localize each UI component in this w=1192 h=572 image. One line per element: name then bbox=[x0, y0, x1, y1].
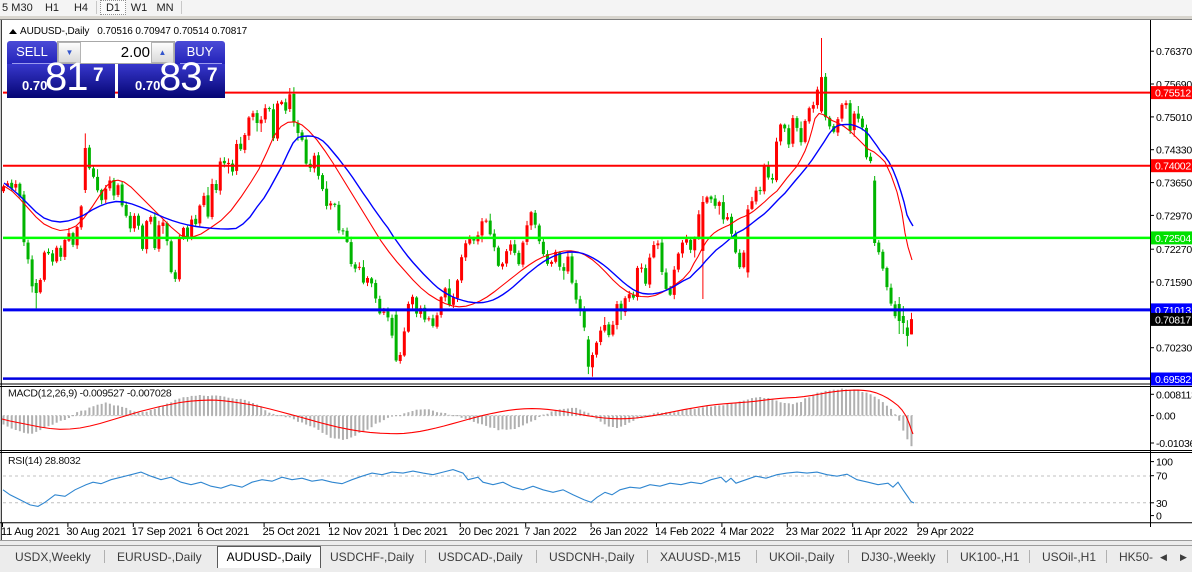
svg-text:0.70230: 0.70230 bbox=[1156, 343, 1192, 355]
svg-text:17 Sep 2021: 17 Sep 2021 bbox=[132, 526, 192, 538]
svg-text:30: 30 bbox=[1156, 498, 1168, 510]
svg-text:0.69582: 0.69582 bbox=[1155, 374, 1191, 386]
svg-text:6 Oct 2021: 6 Oct 2021 bbox=[197, 526, 249, 538]
svg-text:23 Mar 2022: 23 Mar 2022 bbox=[786, 526, 846, 538]
svg-text:7 Jan 2022: 7 Jan 2022 bbox=[524, 526, 577, 538]
svg-text:20 Dec 2021: 20 Dec 2021 bbox=[459, 526, 519, 538]
svg-text:0: 0 bbox=[1156, 511, 1162, 523]
svg-text:0.71590: 0.71590 bbox=[1156, 277, 1192, 289]
svg-text:0.74330: 0.74330 bbox=[1156, 145, 1192, 157]
svg-text:70: 70 bbox=[1156, 471, 1168, 483]
svg-text:0.75512: 0.75512 bbox=[1155, 88, 1191, 100]
svg-text:0.72270: 0.72270 bbox=[1156, 244, 1192, 256]
svg-text:0.72504: 0.72504 bbox=[1155, 233, 1191, 245]
svg-text:11 Apr 2022: 11 Apr 2022 bbox=[851, 526, 907, 538]
svg-text:0.72970: 0.72970 bbox=[1156, 210, 1192, 222]
svg-text:0.73650: 0.73650 bbox=[1156, 178, 1192, 190]
svg-text:0.70817: 0.70817 bbox=[1155, 314, 1191, 326]
svg-text:100: 100 bbox=[1156, 457, 1173, 469]
svg-text:0.76370: 0.76370 bbox=[1156, 46, 1192, 58]
svg-text:-0.010367: -0.010367 bbox=[1156, 438, 1192, 450]
svg-text:26 Jan 2022: 26 Jan 2022 bbox=[590, 526, 648, 538]
svg-text:25 Oct 2021: 25 Oct 2021 bbox=[263, 526, 321, 538]
svg-text:14 Feb 2022: 14 Feb 2022 bbox=[655, 526, 715, 538]
svg-text:11 Aug 2021: 11 Aug 2021 bbox=[1, 526, 60, 538]
svg-text:0.75010: 0.75010 bbox=[1156, 112, 1192, 124]
svg-text:0.74002: 0.74002 bbox=[1155, 161, 1191, 173]
svg-text:1 Dec 2021: 1 Dec 2021 bbox=[393, 526, 447, 538]
svg-text:0.008113: 0.008113 bbox=[1156, 389, 1192, 401]
svg-text:4 Mar 2022: 4 Mar 2022 bbox=[720, 526, 774, 538]
svg-text:30 Aug 2021: 30 Aug 2021 bbox=[66, 526, 126, 538]
svg-text:12 Nov 2021: 12 Nov 2021 bbox=[328, 526, 388, 538]
svg-text:RSI(14) 28.8032: RSI(14) 28.8032 bbox=[8, 455, 81, 467]
svg-text:0.00: 0.00 bbox=[1156, 411, 1176, 423]
svg-text:29 Apr 2022: 29 Apr 2022 bbox=[917, 526, 974, 538]
svg-text:MACD(12,26,9) -0.009527 -0.007: MACD(12,26,9) -0.009527 -0.007028 bbox=[8, 388, 172, 400]
